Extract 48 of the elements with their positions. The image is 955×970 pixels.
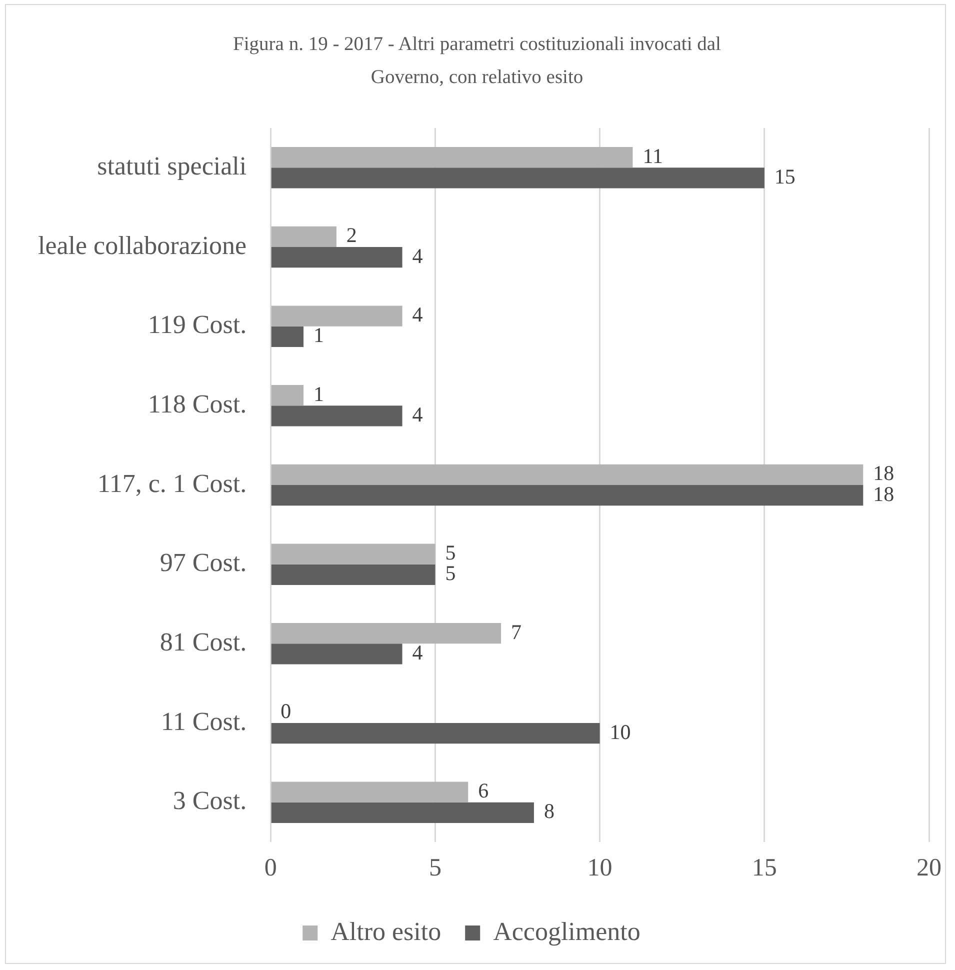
data-label: 2 <box>346 223 357 248</box>
bar <box>271 644 402 664</box>
data-label: 4 <box>412 402 424 426</box>
y-tick-label: 3 Cost. <box>172 786 247 816</box>
y-tick-label: 118 Cost. <box>148 389 247 418</box>
y-tick-label: statuti speciali <box>97 151 247 180</box>
bar <box>271 464 864 485</box>
chart-title: Figura n. 19 - 2017 - Altri parametri costituzionali invocati dal Governo, con relativo esito <box>232 33 722 90</box>
x-tick-label: 5 <box>428 854 442 882</box>
data-label: 4 <box>412 640 424 664</box>
data-label: 1 <box>314 382 324 406</box>
x-tick-label: 0 <box>264 854 277 882</box>
data-label: 4 <box>412 244 424 268</box>
y-tick-label: 97 Cost. <box>160 548 247 578</box>
data-label: 10 <box>610 720 631 744</box>
bar <box>271 147 633 168</box>
data-label: 6 <box>478 778 489 803</box>
data-label: 11 <box>642 144 663 168</box>
bar <box>271 782 468 802</box>
bar <box>271 306 402 326</box>
x-tick-label: 20 <box>916 854 942 882</box>
data-label: 1 <box>314 323 324 348</box>
data-label: 15 <box>774 164 796 188</box>
data-label: 4 <box>412 302 424 327</box>
legend-label: Altro esito <box>330 916 442 946</box>
bar <box>271 485 864 506</box>
y-tick-label: 117, c. 1 Cost. <box>97 468 247 498</box>
bar <box>271 385 304 406</box>
bar <box>271 564 436 585</box>
x-tick-label: 15 <box>752 854 777 882</box>
y-tick-label: 119 Cost. <box>148 310 247 340</box>
bar <box>271 326 304 347</box>
bar <box>271 544 436 564</box>
bar <box>271 623 502 644</box>
bar <box>271 723 600 744</box>
bar <box>271 226 336 247</box>
bar <box>271 406 402 426</box>
data-label: 7 <box>511 620 522 644</box>
y-tick-label: 11 Cost. <box>160 706 247 736</box>
y-tick-label: leale collaborazione <box>38 230 247 260</box>
legend-label: Accoglimento <box>493 916 640 946</box>
bar <box>271 247 402 268</box>
bar <box>271 168 764 188</box>
x-tick-label: 10 <box>587 854 612 882</box>
data-label: 8 <box>544 799 554 824</box>
y-tick-label: 81 Cost. <box>160 627 247 656</box>
data-label: 0 <box>280 699 292 724</box>
bar <box>271 802 534 823</box>
